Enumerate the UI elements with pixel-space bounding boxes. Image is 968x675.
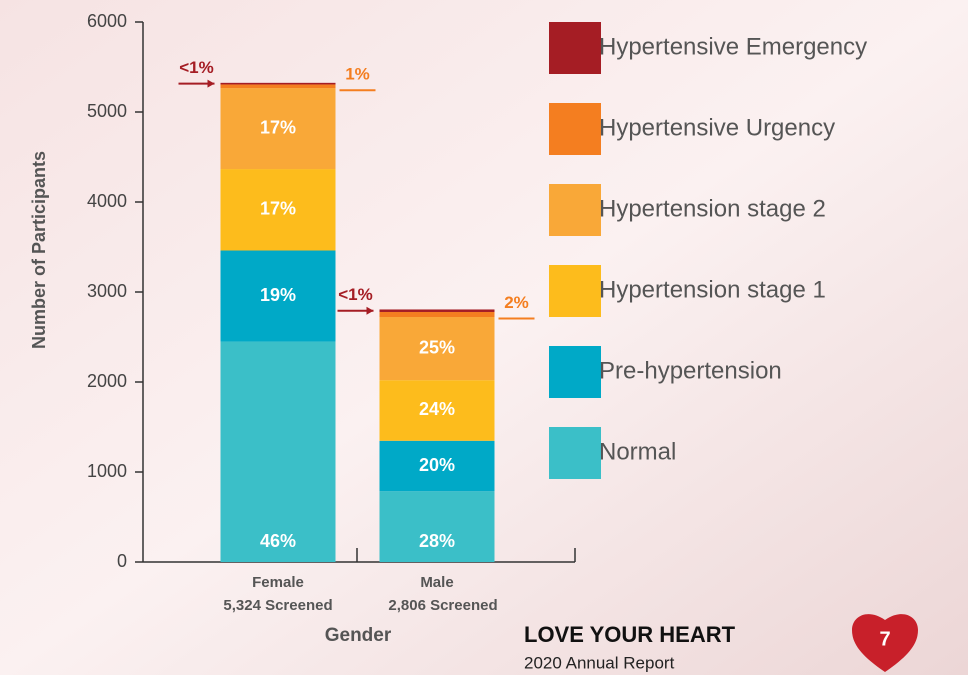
legend-label: Hypertension stage 2 bbox=[599, 195, 826, 222]
pointer-head bbox=[207, 79, 215, 88]
bar-segment bbox=[379, 380, 495, 441]
legend-swatch bbox=[549, 265, 601, 317]
percent-label: 19% bbox=[260, 285, 296, 305]
percent-label: 24% bbox=[419, 399, 455, 419]
heart-icon bbox=[852, 614, 918, 672]
legend-label: Hypertensive Urgency bbox=[599, 114, 835, 141]
legend-swatch bbox=[549, 346, 601, 398]
footer-subtitle: 2020 Annual Report bbox=[524, 653, 675, 672]
bar-segment bbox=[379, 309, 495, 312]
y-tick-label: 6000 bbox=[87, 11, 127, 31]
bar-segment bbox=[220, 169, 336, 251]
bar-segment bbox=[220, 82, 336, 85]
legend-label: Pre-hypertension bbox=[599, 357, 782, 384]
x-tick-label: Female bbox=[252, 574, 304, 591]
y-tick-label: 4000 bbox=[87, 191, 127, 211]
legend-swatch bbox=[549, 22, 601, 74]
bar-segment bbox=[220, 88, 336, 170]
legend-swatch bbox=[549, 427, 601, 479]
legend-label: Hypertension stage 1 bbox=[599, 276, 826, 303]
y-tick-label: 1000 bbox=[87, 461, 127, 481]
percent-label: 28% bbox=[419, 531, 455, 551]
pointer-head bbox=[366, 306, 374, 315]
x-tick-note: 5,324 Screened bbox=[223, 597, 332, 614]
legend-swatch bbox=[549, 103, 601, 155]
legend-label: Hypertensive Emergency bbox=[599, 33, 867, 60]
y-axis-title: Number of Participants bbox=[29, 151, 49, 349]
legend-swatch bbox=[549, 184, 601, 236]
bar-segment bbox=[220, 250, 336, 342]
percent-label: 25% bbox=[419, 337, 455, 357]
percent-label: 17% bbox=[260, 199, 296, 219]
percent-label: 20% bbox=[419, 455, 455, 475]
bar-segment bbox=[220, 84, 336, 89]
bar-segment bbox=[379, 317, 495, 381]
x-axis-title: Gender bbox=[325, 625, 392, 646]
bar-segment bbox=[379, 491, 495, 562]
y-tick-label: 2000 bbox=[87, 371, 127, 391]
page-number: 7 bbox=[879, 628, 890, 650]
y-tick-label: 0 bbox=[117, 551, 127, 571]
bar-segment bbox=[379, 440, 495, 492]
x-tick-note: 2,806 Screened bbox=[388, 597, 497, 614]
y-tick-label: 5000 bbox=[87, 101, 127, 121]
percent-label: <1% bbox=[338, 285, 373, 304]
percent-label: 1% bbox=[345, 65, 370, 84]
bar-segment bbox=[220, 341, 336, 562]
percent-label: 17% bbox=[260, 117, 296, 137]
percent-label: <1% bbox=[179, 58, 214, 77]
footer-title: LOVE YOUR HEART bbox=[524, 622, 736, 647]
percent-label: 2% bbox=[504, 293, 529, 312]
x-tick-label: Male bbox=[420, 574, 453, 591]
legend-label: Normal bbox=[599, 438, 676, 465]
percent-label: 46% bbox=[260, 531, 296, 551]
bar-segment bbox=[379, 311, 495, 318]
y-tick-label: 3000 bbox=[87, 281, 127, 301]
